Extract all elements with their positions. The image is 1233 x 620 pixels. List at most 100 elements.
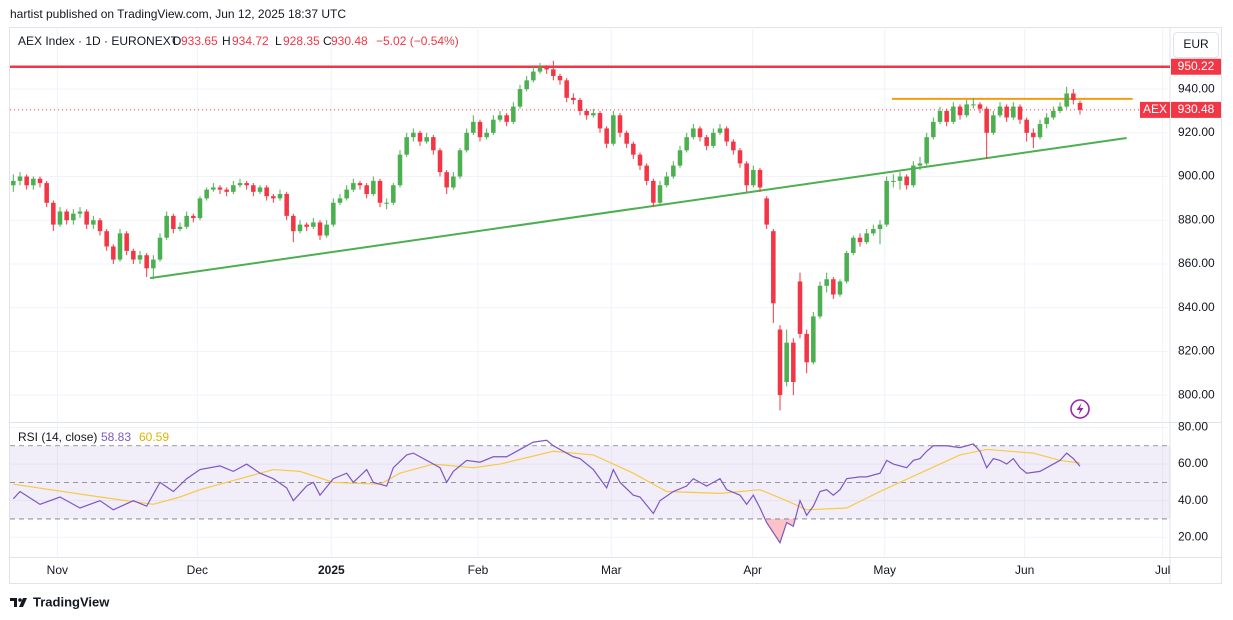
candle-body — [37, 178, 43, 184]
ohlc-value: 934.72 — [232, 34, 269, 48]
y-tick-label: 860.00 — [1178, 256, 1215, 270]
candle-body — [937, 110, 943, 122]
rsi-oversold-fill — [765, 518, 796, 543]
candle-body — [304, 224, 309, 227]
candle-body — [477, 121, 483, 138]
candle-body — [311, 222, 316, 227]
candle-body — [931, 121, 936, 138]
candle-body — [1017, 106, 1023, 120]
candle-body — [671, 165, 676, 177]
candle-body — [997, 106, 1003, 116]
logo-part — [18, 598, 22, 602]
candle-body — [437, 150, 443, 173]
candle-body — [864, 233, 869, 243]
candle-body — [817, 285, 823, 317]
candle-body — [504, 115, 509, 122]
candle-body — [951, 106, 956, 122]
candle-body — [364, 185, 369, 195]
candle-body — [277, 194, 283, 199]
rsi-ma-line — [13, 448, 1081, 511]
y-tick-label: 940.00 — [1178, 81, 1215, 95]
candle-body — [137, 255, 143, 260]
currency-box[interactable] — [1173, 32, 1219, 58]
y-tick-label: 840.00 — [1178, 300, 1215, 314]
candle-body — [711, 132, 716, 146]
x-tick-label: May — [873, 563, 896, 577]
candle-body — [97, 220, 103, 232]
candle-body — [737, 150, 743, 164]
candle-body — [384, 202, 389, 204]
candle-body — [697, 128, 703, 138]
x-tick-label: Feb — [468, 563, 489, 577]
change: −5.02 (−0.54%) — [376, 34, 459, 48]
candle-body — [404, 137, 409, 155]
candle-body — [1031, 132, 1036, 138]
alert-icon[interactable] — [1070, 399, 1090, 419]
time-axis: Nov Dec 2025 Feb Mar Apr May Jun Jul — [47, 563, 1170, 577]
candle-body — [471, 121, 476, 133]
candle-body — [577, 100, 583, 111]
candle-body — [784, 342, 789, 382]
candle-body — [877, 224, 883, 229]
candle-body — [757, 169, 763, 188]
byline: hartist published on TradingView.com, Ju… — [10, 7, 346, 21]
candle-body — [857, 237, 863, 243]
candle-body — [1044, 117, 1049, 125]
candle-body — [44, 183, 49, 203]
candle-body — [17, 176, 23, 181]
ohlc-key: O — [172, 34, 181, 48]
candle-body — [431, 137, 436, 151]
candle-body — [344, 189, 349, 199]
x-tick-label: Nov — [47, 563, 68, 577]
candle-body — [871, 228, 876, 234]
frame — [9, 27, 1222, 584]
candle-body — [764, 198, 769, 225]
candle-body — [591, 113, 596, 116]
candle-body — [144, 255, 149, 269]
candle-body — [657, 185, 663, 203]
candle-body — [991, 115, 996, 133]
candle-body — [804, 333, 809, 363]
y-tick-label: 820.00 — [1178, 344, 1215, 358]
rsi-tick-label: 60.00 — [1178, 456, 1208, 470]
candle-body — [564, 80, 569, 98]
candle-body — [71, 213, 76, 221]
candle-body — [217, 187, 223, 190]
candle-body — [157, 237, 163, 260]
rsi-tick-label: 80.00 — [1178, 420, 1208, 434]
candle-body — [291, 215, 296, 232]
y-tick-label: 900.00 — [1178, 169, 1215, 183]
candle-body — [684, 137, 689, 151]
candle-body — [944, 110, 949, 122]
x-tick-label: Jun — [1015, 563, 1034, 577]
candle-body — [171, 215, 176, 229]
candle-body — [444, 172, 449, 188]
candle-body — [977, 104, 983, 109]
candle-body — [524, 80, 529, 90]
ohlc-legend: AEX Index · 1D · EURONEXTO933.65 H934.72 L… — [18, 34, 459, 48]
x-tick-label: Mar — [601, 563, 622, 577]
candle-body — [257, 187, 263, 192]
candle-body — [331, 202, 336, 225]
candle-body — [1024, 119, 1029, 133]
candle-body — [544, 67, 549, 70]
candle-body — [484, 132, 489, 138]
price-axis: 800.00 820.00 840.00 860.00 880.00 900.00 920.… — [1171, 58, 1221, 543]
candle-body — [537, 67, 543, 72]
candle-body — [84, 211, 89, 225]
ohlc-key: L — [275, 34, 282, 48]
candle-body — [11, 180, 16, 186]
candle-body — [237, 183, 243, 186]
candle-body — [417, 132, 423, 142]
candle-body — [317, 222, 323, 236]
candle-body — [557, 75, 563, 81]
x-tick-label: Jul — [1155, 563, 1170, 577]
candle-body — [677, 150, 683, 166]
candle-body — [691, 128, 696, 138]
rsi-legend: RSI (14, close) 58.83 60.59 — [18, 430, 169, 444]
ohlc-value: 930.48 — [331, 34, 368, 48]
candle-body — [571, 97, 576, 101]
